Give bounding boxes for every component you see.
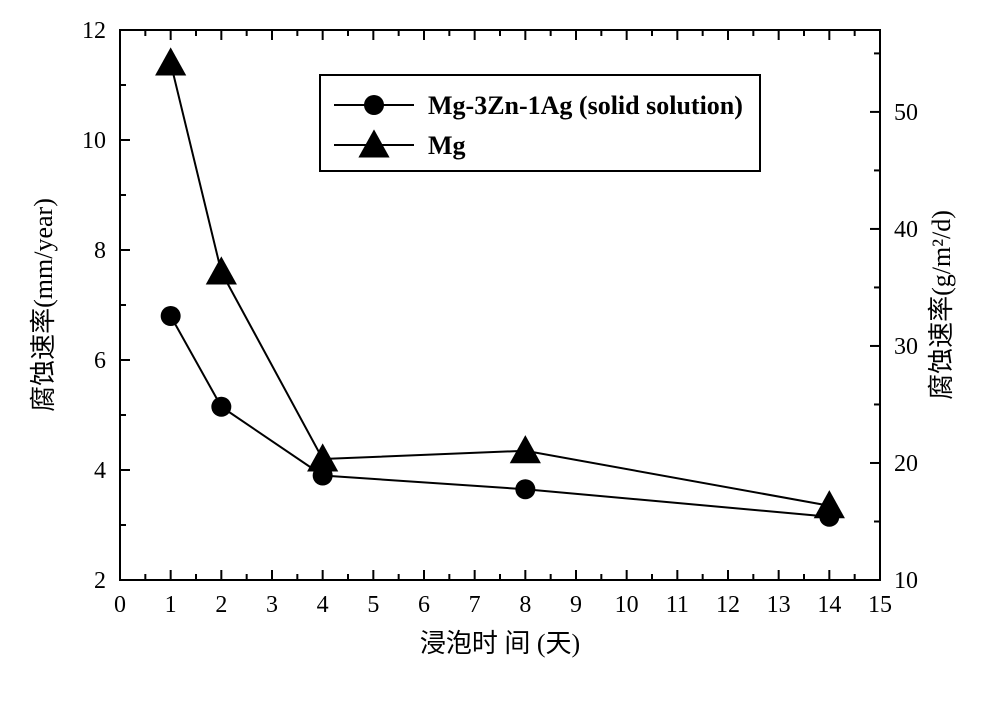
chart-container: 0123456789101112131415246810121020304050… (0, 0, 1000, 711)
x-tick-label: 0 (114, 592, 126, 618)
series-marker-0 (161, 306, 181, 326)
y-right-axis-label: 腐蚀速率(g/m²/d) (927, 210, 956, 400)
y-right-tick-label: 20 (894, 451, 918, 477)
x-tick-label: 4 (317, 592, 329, 618)
x-tick-label: 10 (615, 592, 639, 618)
x-tick-label: 3 (266, 592, 278, 618)
legend-marker (364, 95, 384, 115)
y-right-tick-label: 50 (894, 100, 918, 126)
y-left-tick-label: 2 (94, 568, 106, 594)
x-tick-label: 14 (817, 592, 841, 618)
y-left-tick-label: 4 (94, 458, 106, 484)
series-marker-0 (211, 397, 231, 417)
series-marker-0 (515, 479, 535, 499)
y-right-tick-label: 40 (894, 217, 918, 243)
x-tick-label: 11 (666, 592, 689, 618)
y-left-axis-label: 腐蚀速率(mm/year) (29, 198, 58, 412)
y-left-tick-label: 10 (82, 128, 106, 154)
y-left-tick-label: 8 (94, 238, 106, 264)
x-axis-label: 浸泡时 间 (天) (420, 629, 580, 658)
x-tick-label: 15 (868, 592, 892, 618)
y-left-tick-label: 12 (82, 18, 106, 44)
x-tick-label: 5 (367, 592, 379, 618)
x-tick-label: 9 (570, 592, 582, 618)
x-tick-label: 2 (215, 592, 227, 618)
y-right-tick-label: 30 (894, 334, 918, 360)
x-tick-label: 6 (418, 592, 430, 618)
legend-label: Mg-3Zn-1Ag (solid solution) (428, 91, 743, 120)
x-tick-label: 13 (767, 592, 791, 618)
legend-label: Mg (428, 131, 466, 160)
x-tick-label: 8 (519, 592, 531, 618)
y-right-tick-label: 10 (894, 568, 918, 594)
x-tick-label: 12 (716, 592, 740, 618)
x-tick-label: 7 (469, 592, 481, 618)
corrosion-rate-chart: 0123456789101112131415246810121020304050… (0, 0, 1000, 711)
x-tick-label: 1 (165, 592, 177, 618)
y-left-tick-label: 6 (94, 348, 106, 374)
